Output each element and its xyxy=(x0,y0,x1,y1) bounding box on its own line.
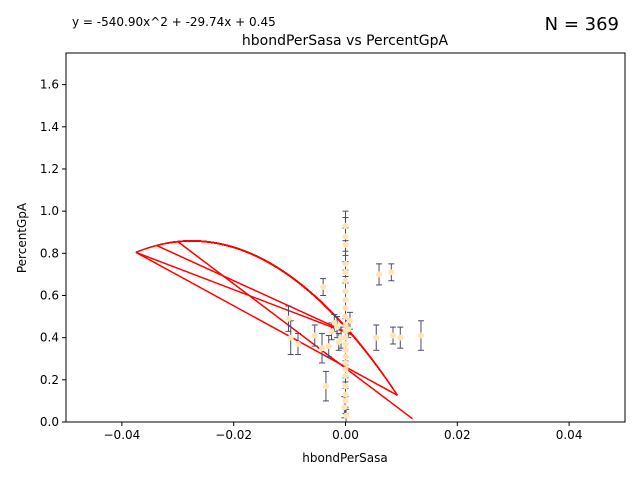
fit-chord-1 xyxy=(156,244,353,336)
fit-chord-2 xyxy=(135,251,353,336)
data-point-5 xyxy=(342,277,349,284)
data-point-29 xyxy=(325,343,332,350)
data-point-22 xyxy=(341,404,348,411)
data-point-8 xyxy=(342,305,349,312)
data-point-15 xyxy=(342,353,349,360)
data-point-34 xyxy=(294,340,301,347)
y-axis-label: PercentGpA xyxy=(15,202,29,273)
data-point-layer xyxy=(285,222,424,419)
data-point-7 xyxy=(342,296,349,303)
data-point-17 xyxy=(342,366,349,373)
data-point-21 xyxy=(342,397,349,404)
x-axis-label: hbondPerSasa xyxy=(302,451,388,465)
data-point-10 xyxy=(342,322,349,329)
data-point-28 xyxy=(328,328,335,335)
fit-curve-37 xyxy=(225,244,355,338)
data-point-41 xyxy=(388,269,395,276)
data-point-0 xyxy=(342,222,349,229)
data-point-19 xyxy=(342,383,349,390)
data-point-39 xyxy=(373,334,380,341)
data-point-32 xyxy=(319,345,326,352)
data-point-44 xyxy=(417,332,424,339)
x-tick-label: −0.02 xyxy=(215,428,252,442)
data-point-36 xyxy=(285,315,292,322)
data-point-33 xyxy=(311,332,318,339)
data-point-4 xyxy=(342,269,349,276)
y-tick-label: 0.8 xyxy=(40,246,59,260)
data-point-35 xyxy=(287,334,294,341)
data-point-26 xyxy=(334,324,341,331)
data-point-40 xyxy=(376,271,383,278)
fit-curve-layer xyxy=(135,240,414,420)
data-point-18 xyxy=(342,372,349,379)
data-point-38 xyxy=(346,317,353,324)
y-tick-label: 1.4 xyxy=(40,120,59,134)
sample-count: N = 369 xyxy=(545,14,619,35)
data-point-37 xyxy=(345,326,352,333)
x-axis: −0.04 −0.02 0.00 0.02 0.04 xyxy=(104,422,583,442)
y-tick-label: 0.4 xyxy=(40,331,59,345)
data-point-6 xyxy=(342,288,349,295)
data-point-12 xyxy=(342,334,349,341)
y-tick-label: 0.6 xyxy=(40,288,59,302)
data-point-3 xyxy=(342,260,349,267)
data-point-2 xyxy=(342,241,349,248)
data-point-9 xyxy=(342,313,349,320)
data-point-27 xyxy=(331,319,338,326)
data-point-13 xyxy=(342,340,349,347)
x-tick-label: 0.04 xyxy=(556,428,583,442)
x-tick-label: 0.02 xyxy=(444,428,471,442)
data-point-25 xyxy=(335,338,342,345)
data-point-42 xyxy=(390,332,397,339)
fit-chord-0 xyxy=(135,251,398,396)
data-point-1 xyxy=(342,233,349,240)
x-tick-label: −0.04 xyxy=(104,428,141,442)
y-tick-label: 1.6 xyxy=(40,78,59,92)
fit-equation: y = -540.90x^2 + -29.74x + 0.45 xyxy=(72,15,276,29)
data-point-16 xyxy=(342,359,349,366)
y-tick-label: 1.0 xyxy=(40,204,59,218)
x-tick-label: 0.00 xyxy=(332,428,359,442)
fit-chord-3 xyxy=(177,241,414,420)
data-point-31 xyxy=(320,284,327,291)
data-point-14 xyxy=(342,347,349,354)
data-point-30 xyxy=(322,383,329,390)
y-tick-label: 0.2 xyxy=(40,373,59,387)
data-point-43 xyxy=(397,334,404,341)
y-tick-label: 1.2 xyxy=(40,162,59,176)
data-point-23 xyxy=(343,412,350,419)
data-point-20 xyxy=(342,391,349,398)
y-tick-label: 0.0 xyxy=(40,415,59,429)
chart-title: hbondPerSasa vs PercentGpA xyxy=(242,33,449,49)
y-axis: 0.0 0.2 0.4 0.6 0.8 1.0 1.2 1.4 1.6 xyxy=(40,78,66,429)
